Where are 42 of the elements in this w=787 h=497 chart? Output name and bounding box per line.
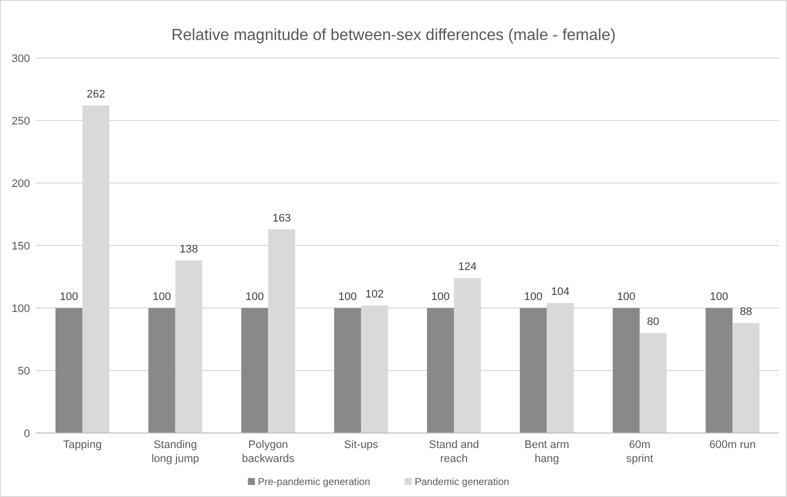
data-label: 100	[60, 291, 78, 303]
x-tick-label: Sit-ups	[344, 439, 379, 451]
chart-title: Relative magnitude of between-sex differences (male - female)	[171, 27, 616, 44]
data-label: 100	[246, 291, 264, 303]
bar	[334, 308, 362, 433]
data-label: 102	[365, 288, 384, 300]
data-label: 88	[740, 306, 752, 318]
data-label: 100	[710, 291, 728, 303]
legend-label: Pandemic generation	[414, 477, 510, 488]
legend-label: Pre-pandemic generation	[258, 477, 370, 488]
bar	[427, 308, 454, 433]
data-label: 124	[458, 261, 477, 273]
y-tick-label: 50	[18, 366, 30, 378]
data-label: 104	[551, 286, 570, 298]
data-label: 100	[152, 291, 172, 303]
y-tick-label: 150	[12, 240, 30, 252]
data-label: 80	[647, 316, 660, 328]
y-tick-label: 200	[12, 178, 30, 190]
x-tick-label: 600m run	[709, 439, 756, 451]
bar	[706, 308, 733, 433]
data-label: 100	[338, 291, 357, 303]
x-tick-label: Tapping	[63, 439, 102, 451]
data-label: 138	[180, 244, 198, 256]
data-label: 163	[272, 212, 291, 224]
y-tick-label: 300	[12, 53, 30, 65]
x-tick-label: Polygon backwards	[242, 439, 295, 465]
data-label: 100	[524, 291, 543, 303]
bar	[241, 308, 268, 433]
x-tick-label: 60m sprint	[626, 439, 654, 465]
bar	[612, 308, 640, 433]
y-tick-label: 100	[12, 303, 30, 315]
bar	[520, 308, 547, 433]
y-tick-label: 0	[24, 428, 30, 440]
bar	[148, 308, 176, 433]
data-label: 100	[617, 291, 636, 303]
data-label: 262	[86, 88, 106, 100]
data-label: 100	[431, 291, 450, 303]
y-tick-label: 250	[12, 116, 30, 128]
x-tick-label: Stand and reach	[428, 439, 480, 465]
x-tick-label: Bent arm hang	[524, 439, 570, 465]
bar	[56, 308, 82, 433]
x-tick-label: Standing long jump	[151, 439, 200, 465]
